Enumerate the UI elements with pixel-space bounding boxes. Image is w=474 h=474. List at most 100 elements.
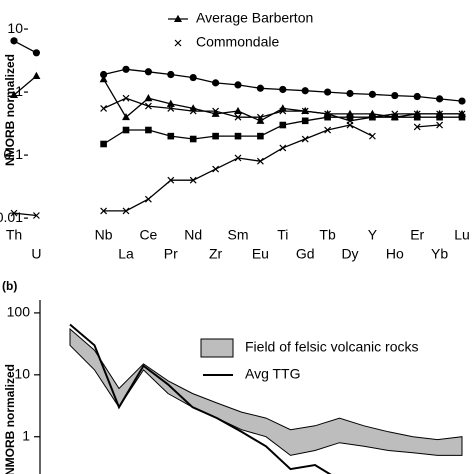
x-tick-label: Tb xyxy=(319,227,336,243)
point xyxy=(10,37,18,45)
point xyxy=(100,105,108,112)
x-tick-label: Eu xyxy=(252,246,269,262)
x-tick-label: Gd xyxy=(296,246,315,262)
point xyxy=(279,85,287,94)
point xyxy=(10,90,18,98)
point xyxy=(436,110,444,118)
series xyxy=(100,113,466,148)
x-tick-label: Er xyxy=(410,227,424,243)
point xyxy=(99,75,108,83)
point xyxy=(279,121,287,129)
y-tick-label: 100 xyxy=(7,304,31,320)
point xyxy=(368,113,376,121)
point xyxy=(189,135,197,143)
point xyxy=(166,99,175,107)
point xyxy=(167,105,175,112)
series-line xyxy=(69,323,332,474)
point xyxy=(413,110,421,118)
x-tick-label: La xyxy=(118,246,134,262)
point xyxy=(32,71,41,79)
point xyxy=(189,176,197,184)
point xyxy=(436,121,444,129)
point xyxy=(324,110,332,118)
y-axis-label: NMORB normalized xyxy=(3,364,17,474)
x-tick-label: Ti xyxy=(277,227,288,243)
legend-swatch xyxy=(200,338,234,358)
x-tick-label: Zr xyxy=(209,246,223,262)
point xyxy=(100,140,107,148)
x-tick-label: Pr xyxy=(164,246,178,262)
legend-label: Commondale xyxy=(196,34,279,50)
y-tick-label: 1 xyxy=(22,427,30,443)
panel-label: (b) xyxy=(2,279,17,293)
point xyxy=(234,132,242,140)
point xyxy=(234,154,242,162)
series xyxy=(10,121,444,219)
x-tick-label: Nd xyxy=(184,227,202,243)
x-tick-label: Th xyxy=(6,227,22,243)
point xyxy=(122,94,130,102)
point xyxy=(368,132,376,140)
point xyxy=(256,157,264,165)
point xyxy=(32,49,41,57)
point xyxy=(212,107,220,115)
point xyxy=(391,113,399,121)
point xyxy=(174,14,182,22)
point xyxy=(436,113,443,121)
point xyxy=(122,112,130,121)
x-tick-label: Ho xyxy=(386,246,404,262)
point xyxy=(301,117,309,125)
point xyxy=(458,97,466,105)
point xyxy=(10,209,18,217)
legend-label: Field of felsic volcanic rocks xyxy=(245,339,419,355)
x-tick-label: Nb xyxy=(95,227,113,243)
point xyxy=(257,132,264,140)
point xyxy=(256,116,265,124)
point xyxy=(413,123,421,131)
point xyxy=(234,81,242,89)
point xyxy=(413,113,421,121)
point xyxy=(144,68,152,76)
point xyxy=(256,113,264,121)
point xyxy=(458,113,466,121)
point xyxy=(32,212,40,219)
point xyxy=(391,91,399,100)
series-line xyxy=(103,116,462,145)
point xyxy=(346,121,354,129)
point xyxy=(301,135,309,143)
point xyxy=(211,109,220,117)
point xyxy=(167,176,175,184)
x-tick-label: Y xyxy=(368,227,378,243)
point xyxy=(279,107,287,115)
point xyxy=(413,92,421,101)
point xyxy=(256,84,264,92)
point xyxy=(391,110,399,118)
x-tick-label: Ce xyxy=(139,227,157,243)
point xyxy=(212,79,220,87)
x-tick-label: U xyxy=(31,246,41,262)
point xyxy=(167,70,175,79)
point xyxy=(174,39,182,47)
point xyxy=(368,90,376,98)
y-tick-label: 0.1 xyxy=(4,146,24,162)
x-tick-label: Dy xyxy=(341,246,358,262)
point xyxy=(234,106,242,115)
x-tick-label: Yb xyxy=(431,246,448,262)
field-area xyxy=(69,327,463,456)
point xyxy=(279,144,287,152)
point xyxy=(189,107,197,115)
series-line xyxy=(13,124,440,217)
point xyxy=(122,126,130,134)
y-axis-label: NMORB normalized xyxy=(3,54,17,166)
x-tick-label: Sm xyxy=(228,227,249,243)
point xyxy=(122,207,130,215)
legend-label: Avg TTG xyxy=(245,366,301,382)
point xyxy=(144,93,153,102)
plot xyxy=(69,323,463,474)
point xyxy=(122,65,130,73)
point xyxy=(301,87,309,95)
point xyxy=(458,110,466,118)
point xyxy=(436,95,444,103)
point xyxy=(144,102,152,110)
